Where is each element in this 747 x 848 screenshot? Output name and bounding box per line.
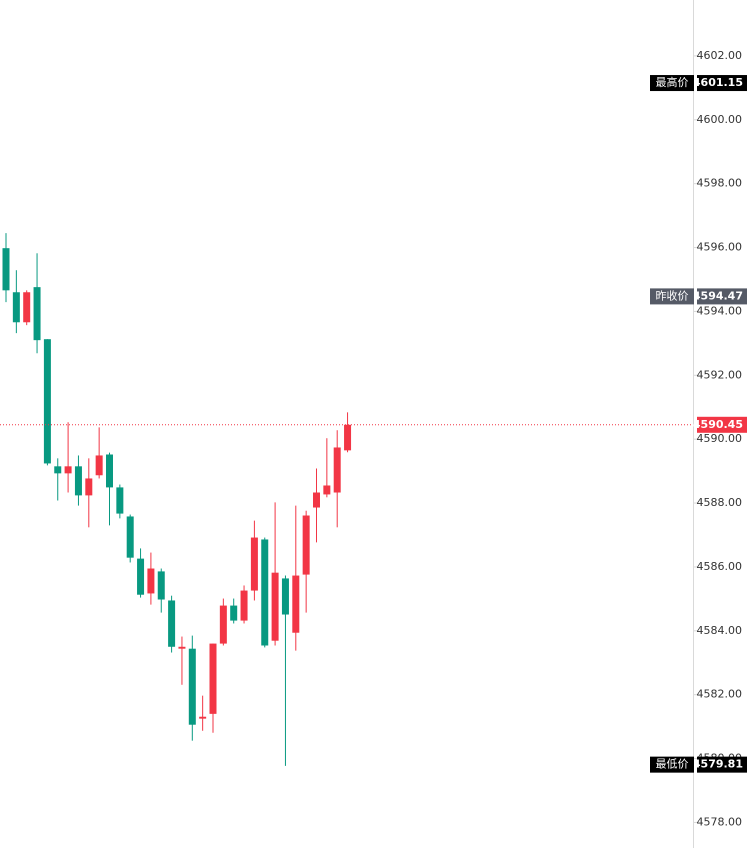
price-tag-bg	[697, 416, 747, 433]
candle-body	[209, 643, 217, 714]
candle-body	[323, 485, 331, 495]
candle-body	[292, 575, 300, 633]
candle-body	[147, 568, 155, 594]
candle-body	[157, 571, 165, 600]
candle-body	[168, 600, 176, 647]
y-tick-label: 4586.00	[697, 560, 743, 573]
y-tick-label: 4578.00	[697, 815, 743, 828]
candle-body	[106, 454, 113, 488]
candle-body	[240, 590, 248, 621]
candle-body	[230, 605, 238, 621]
price-tag-bg	[697, 75, 747, 92]
candle-body	[313, 492, 320, 508]
candle-body	[281, 578, 289, 615]
candle-body	[302, 515, 310, 575]
candle-body	[12, 292, 20, 323]
price-tag: 4579.81	[693, 758, 743, 771]
y-tick-label: 4588.00	[697, 496, 743, 509]
candle-body	[95, 455, 103, 476]
candle-body	[64, 466, 72, 474]
candle-body	[2, 248, 10, 291]
y-tick-label: 4600.00	[697, 113, 743, 126]
candle-body	[199, 716, 207, 719]
candle-body	[116, 487, 124, 514]
candle-body	[219, 605, 227, 644]
y-tick-label: 4602.00	[697, 49, 743, 62]
y-tick-label: 4596.00	[697, 241, 743, 254]
candle-body	[344, 424, 352, 451]
candle-body	[271, 572, 279, 641]
price-tag-bg	[697, 756, 747, 773]
candle-body	[43, 339, 51, 464]
candle-body	[178, 646, 186, 649]
label-tag-bg	[650, 75, 694, 92]
candle-body	[126, 516, 134, 558]
y-tick-label: 4594.00	[697, 304, 743, 317]
label-tag: 最低价	[656, 758, 689, 771]
label-tag-bg	[650, 288, 694, 305]
label-tag-bg	[650, 756, 694, 773]
candle-body	[188, 648, 196, 725]
candle-body	[33, 287, 41, 341]
y-tick-label: 4592.00	[697, 368, 743, 381]
candle-body	[261, 539, 269, 646]
label-tag: 最高价	[656, 75, 689, 89]
candle-body	[85, 478, 93, 496]
candle-body	[137, 558, 145, 595]
y-tick-label: 4584.00	[697, 624, 743, 637]
price-tag-bg	[697, 288, 747, 305]
y-tick-label: 4590.00	[697, 432, 743, 445]
candle-body	[333, 447, 341, 493]
candle-body	[23, 292, 31, 323]
y-tick-label: 4582.00	[697, 688, 743, 701]
candle-body	[250, 537, 258, 591]
price-tag: 4594.47	[693, 289, 743, 302]
y-tick-label: 4598.00	[697, 177, 743, 190]
price-tag: 4601.15	[693, 76, 743, 89]
label-tag: 昨收价	[656, 288, 689, 302]
candle-body	[74, 466, 82, 496]
candle-body	[54, 466, 62, 474]
price-tag: 4590.45	[693, 418, 743, 431]
